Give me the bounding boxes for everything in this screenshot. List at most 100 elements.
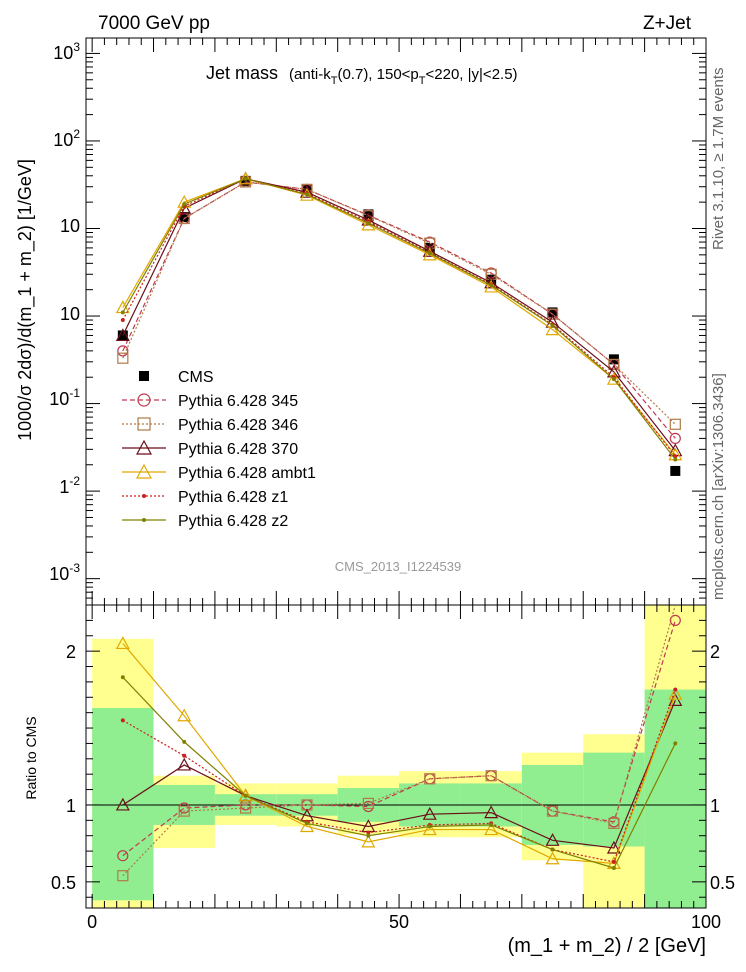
title-main: Jet mass <box>206 63 278 83</box>
data-point <box>243 176 248 181</box>
ratio-line <box>122 676 676 869</box>
ratio-point <box>489 822 494 827</box>
side-rivet: Rivet 3.1.10, ≥ 1.7M events <box>710 68 727 251</box>
data-point <box>299 184 315 198</box>
ratio-series-1 <box>117 604 676 882</box>
header-left: 7000 GeV pp <box>98 13 210 34</box>
ratio-point <box>545 833 560 846</box>
legend-entry: Pythia 6.428 z2 <box>122 513 288 530</box>
ratio-point <box>299 819 315 833</box>
legend-marker <box>142 518 146 522</box>
ratio-point <box>673 741 678 746</box>
ratio-point <box>673 687 678 692</box>
ratio-point <box>366 830 371 835</box>
ratio-point <box>427 824 432 829</box>
main-ytick-label: 10 <box>60 304 80 324</box>
ratio-point <box>668 686 683 700</box>
band-inner <box>92 708 154 901</box>
ratio-point <box>177 757 192 771</box>
ratio-point <box>238 788 253 802</box>
series-line <box>122 178 676 456</box>
main-ytick-label: 103 <box>53 40 80 63</box>
title-detail: (anti-k <box>289 66 331 83</box>
ratio-point <box>243 793 248 798</box>
legend-label: CMS <box>178 369 214 386</box>
title-mid: (0.7), 150<p <box>337 66 418 83</box>
data-point <box>608 358 620 371</box>
data-point <box>240 175 251 186</box>
data-point <box>117 345 129 357</box>
legend-marker <box>137 393 151 407</box>
data-point <box>489 283 494 288</box>
ratio-point <box>668 693 683 706</box>
ratio-point <box>550 847 555 852</box>
legend-marker <box>137 417 151 431</box>
data-point <box>669 418 681 430</box>
ratio-point <box>240 802 252 814</box>
data-point <box>546 308 559 320</box>
data-point <box>545 322 560 336</box>
main-series <box>115 171 683 476</box>
ratio-point <box>546 805 559 817</box>
data-point <box>366 221 371 226</box>
ratio-frame <box>85 604 707 909</box>
data-point <box>117 352 129 364</box>
ratio-series-5 <box>120 675 678 871</box>
series-line <box>122 178 676 452</box>
data-point <box>485 268 497 280</box>
ratio-point <box>182 739 187 744</box>
ratio-xlabel: (m_1 + m_2) / 2 [GeV] <box>508 935 706 957</box>
legend-label: Pythia 6.428 z1 <box>178 489 288 506</box>
main-ylabel: 1000/σ 2dσ)/d(m_1 + m_2) [1/GeV] <box>15 159 36 441</box>
data-point <box>611 377 616 382</box>
ratio-point <box>304 821 309 826</box>
ratio-point <box>424 773 436 785</box>
ratio-point <box>608 817 620 830</box>
ratio-line <box>122 643 676 865</box>
ratio-ytick-label-right: 0.5 <box>710 873 735 893</box>
legend-entry: Pythia 6.428 ambt1 <box>122 463 316 482</box>
data-point <box>427 251 432 256</box>
main-ytick-label: 10-3 <box>49 561 80 584</box>
main-ytick-label: 10 <box>60 216 80 236</box>
data-point <box>120 318 125 323</box>
ratio-point <box>117 870 129 882</box>
ratio-point <box>117 850 129 862</box>
main-ytick-label: 102 <box>53 127 80 150</box>
ratio-point <box>177 708 192 722</box>
title-sub-t2: T <box>419 75 426 87</box>
ratio-point <box>178 805 190 817</box>
legend-label: Pythia 6.428 370 <box>178 441 298 458</box>
main-tick-labels: 10-3 1-2 10-1 10 10 102 103 <box>49 40 80 584</box>
series-6 <box>120 176 678 462</box>
legend-entry: Pythia 6.428 z1 <box>122 489 288 506</box>
watermark: CMS_2013_I1224539 <box>335 559 462 574</box>
data-point <box>550 323 555 328</box>
ratio-point <box>362 797 374 810</box>
data-point <box>670 465 681 476</box>
series-3 <box>115 171 683 457</box>
legend-entry: Pythia 6.428 370 <box>122 439 298 458</box>
series-line <box>122 178 676 460</box>
ratio-point <box>669 614 681 626</box>
ratio-point <box>422 806 437 820</box>
ratio-ytick-label: 0.5 <box>51 873 76 893</box>
series-line <box>122 178 676 457</box>
main-ticks <box>86 38 707 606</box>
ratio-line <box>122 689 676 863</box>
ratio-point <box>182 753 187 758</box>
ratio-point <box>611 866 616 871</box>
data-point <box>238 171 253 185</box>
legend-entry: Pythia 6.428 345 <box>122 393 298 410</box>
ratio-xtick-label: 0 <box>87 912 97 932</box>
ratio-point <box>115 797 130 811</box>
series-2 <box>117 176 681 430</box>
ratio-point <box>115 636 130 650</box>
title-sub-t1: T <box>331 75 338 87</box>
ratio-line <box>122 620 676 857</box>
data-point <box>115 328 130 342</box>
ratio-point <box>545 851 560 865</box>
ratio-ytick-label-right: 2 <box>710 642 720 662</box>
main-ytick-label: 1-2 <box>59 474 80 497</box>
